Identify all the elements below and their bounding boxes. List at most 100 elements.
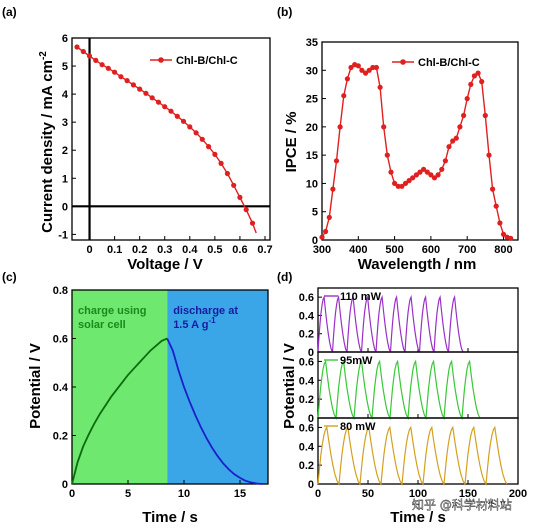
panel-b-data-point — [370, 64, 376, 71]
panel-b-data-point — [410, 175, 416, 181]
panel-a-data-point — [224, 170, 230, 177]
panel-b-y-tick-label: 35 — [306, 37, 318, 49]
panel-b-series-line — [321, 63, 511, 239]
panel-b-data-point — [490, 186, 496, 192]
panel-d-subplot-3-x-tick-label: 100 — [409, 488, 427, 500]
panel-b-data-point — [428, 172, 434, 178]
panel-b-x-tick-label: 400 — [349, 244, 367, 256]
panel-b-data-point — [464, 96, 470, 102]
panel-b-data-point — [431, 175, 438, 181]
panel-b-data-point — [453, 135, 459, 141]
panel-b-data-point — [333, 158, 340, 164]
panel-b-data-point — [399, 183, 405, 189]
panel-b-data-point — [413, 172, 419, 178]
panel-a-y-tick-label: 6 — [62, 33, 68, 45]
panel-b-data-point — [377, 84, 383, 90]
panel-b-data-point — [406, 178, 412, 184]
panel-b-data-point — [468, 81, 474, 87]
panel-b-y-tick-label: 20 — [306, 122, 318, 134]
panel-b-data-point — [323, 228, 329, 235]
panel-d-subplot-1-cycle-curve — [317, 294, 464, 353]
panel-b-y-tick-label: 10 — [306, 178, 318, 190]
panel-a-x-tick-label: 0.2 — [132, 244, 147, 256]
panel-a-y-axis-label-main: Current density / mA cm — [39, 60, 56, 233]
panel-a-data-point — [199, 136, 205, 142]
panel-a-data-point — [168, 108, 174, 114]
panel-d-subplot-3-cycle-curve — [317, 425, 508, 486]
panel-c-y-tick-label: 0 — [62, 479, 68, 491]
panel-d-subplot-1-y-tick-label: 0.2 — [299, 329, 314, 341]
panel-d-subplot-3-x-tick-label: 150 — [459, 488, 477, 500]
panel-b-data-point — [402, 180, 409, 186]
panel-b-data-point — [442, 158, 448, 164]
panel-d-subplot-2-y-tick-label: 0.6 — [299, 356, 314, 368]
panel-a-x-tick-label: 0.1 — [107, 244, 122, 256]
panel-a-y-tick-label: 5 — [62, 61, 68, 73]
panel-a-y-tick-label: 4 — [62, 89, 69, 101]
panel-b-data-point — [348, 64, 354, 71]
panel-d-subplot-3-x-tick-label: 200 — [509, 488, 527, 500]
panel-a-data-point — [162, 104, 168, 110]
panel-b-x-axis-label: Wavelength / nm — [358, 256, 477, 273]
panel-a-frame — [71, 37, 271, 241]
panel-c-charge-annotation-line: solar cell — [78, 319, 126, 331]
panel-c-charge-annotation-line: charge using — [78, 305, 146, 317]
panel-a-plot-area: 0 0.1 0.2 0.3 0.4 0.5 0.6 0.7 -1 0 1 2 3 4 5 6 Chl-B/Chl… — [58, 33, 272, 256]
panel-c-y-tick-label: 0.2 — [53, 431, 68, 443]
panel-b-data-point — [500, 231, 507, 237]
panel-a-y-axis-label: Current density / mA cm-2 — [38, 51, 56, 233]
panel-c-x-tick-label: 5 — [125, 488, 131, 500]
panel-d-y-axis-label: Potential / V — [281, 343, 298, 429]
panel-b-data-point — [326, 214, 332, 220]
panel-b-data-point — [479, 79, 485, 85]
panel-b-data-point — [493, 203, 499, 209]
panel-a-data-point — [155, 99, 162, 105]
panel-b-data-point — [359, 67, 365, 73]
panel-b-y-tick-label: 15 — [306, 150, 318, 162]
panel-d-subplot-3-y-tick-label: 0 — [308, 479, 314, 491]
panel-a-series-line — [76, 46, 257, 234]
panel-b-y-tick-label: 5 — [312, 207, 318, 219]
panel-b-data-point — [381, 124, 387, 130]
panel-c-discharge-annotation-sup: -1 — [208, 316, 216, 325]
panel-a-data-point — [86, 53, 93, 59]
panel-d-subplot-2-y-tick-label: 0.2 — [299, 394, 314, 406]
panel-a-data-point — [174, 113, 180, 119]
panel-a-y-tick-label: 3 — [62, 117, 68, 129]
panel-d-subplot-3-y-tick-label: 0.2 — [299, 460, 314, 472]
panel-c-y-tick-label: 0.6 — [53, 334, 68, 346]
panel-a-data-point — [130, 82, 136, 88]
panel-d-plot-area: 0 0.2 0.4 0.6 110 mW 0 0.2 0.4 0.6 95mW 0 50 100 150 2… — [299, 287, 527, 500]
panel-a-data-point — [137, 86, 143, 92]
panel-c-y-tick-label: 0.8 — [53, 285, 68, 297]
panel-a-y-tick-label: 2 — [62, 145, 68, 157]
panel-a-y-axis-label-sup: -2 — [38, 51, 49, 60]
panel-b-data-point — [457, 124, 463, 130]
panel-a-label: (a) — [2, 5, 17, 19]
panel-d-subplot-3-x-tick-label: 0 — [315, 488, 321, 500]
panel-b-data-point — [344, 76, 350, 82]
panel-c: (c) 0 5 10 15 0 0.2 0.4 0.6 0.8 charge using solar… — [2, 270, 269, 526]
panel-a-data-point — [143, 90, 149, 96]
panel-d-subplot-2-cycle-curve — [317, 359, 481, 421]
panel-b-data-point — [475, 70, 481, 76]
panel-b-data-point — [384, 152, 390, 158]
panel-b-data-point — [461, 112, 467, 119]
panel-d-subplot-1-y-tick-label: 0 — [308, 347, 314, 359]
panel-b: (b) 300 400 500 600 700 800 0 5 10 15 20 25 30 35 Chl-… — [277, 5, 519, 273]
panel-b-data-point — [341, 93, 347, 99]
panel-a-data-point — [218, 160, 224, 166]
panel-d-subplot-1-legend-text: 110 mW — [340, 291, 382, 303]
panel-b-data-point — [421, 166, 427, 172]
panel-b-data-point — [508, 235, 514, 241]
watermark: 知乎 @科学材料站 — [412, 497, 512, 512]
panel-a-data-point — [206, 144, 212, 150]
panel-b-x-tick-label: 500 — [385, 244, 403, 256]
panel-c-charge-curve — [71, 337, 168, 485]
panel-c-y-axis-label: Potential / V — [27, 343, 44, 429]
panel-b-legend-text: Chl-B/Chl-C — [418, 57, 480, 69]
panel-c-discharge-annotation-line: discharge at — [173, 305, 238, 317]
panel-a-y-tick-label: 0 — [62, 201, 68, 213]
panel-a-x-tick-label: 0.7 — [257, 244, 272, 256]
panel-b-data-point — [388, 169, 394, 175]
